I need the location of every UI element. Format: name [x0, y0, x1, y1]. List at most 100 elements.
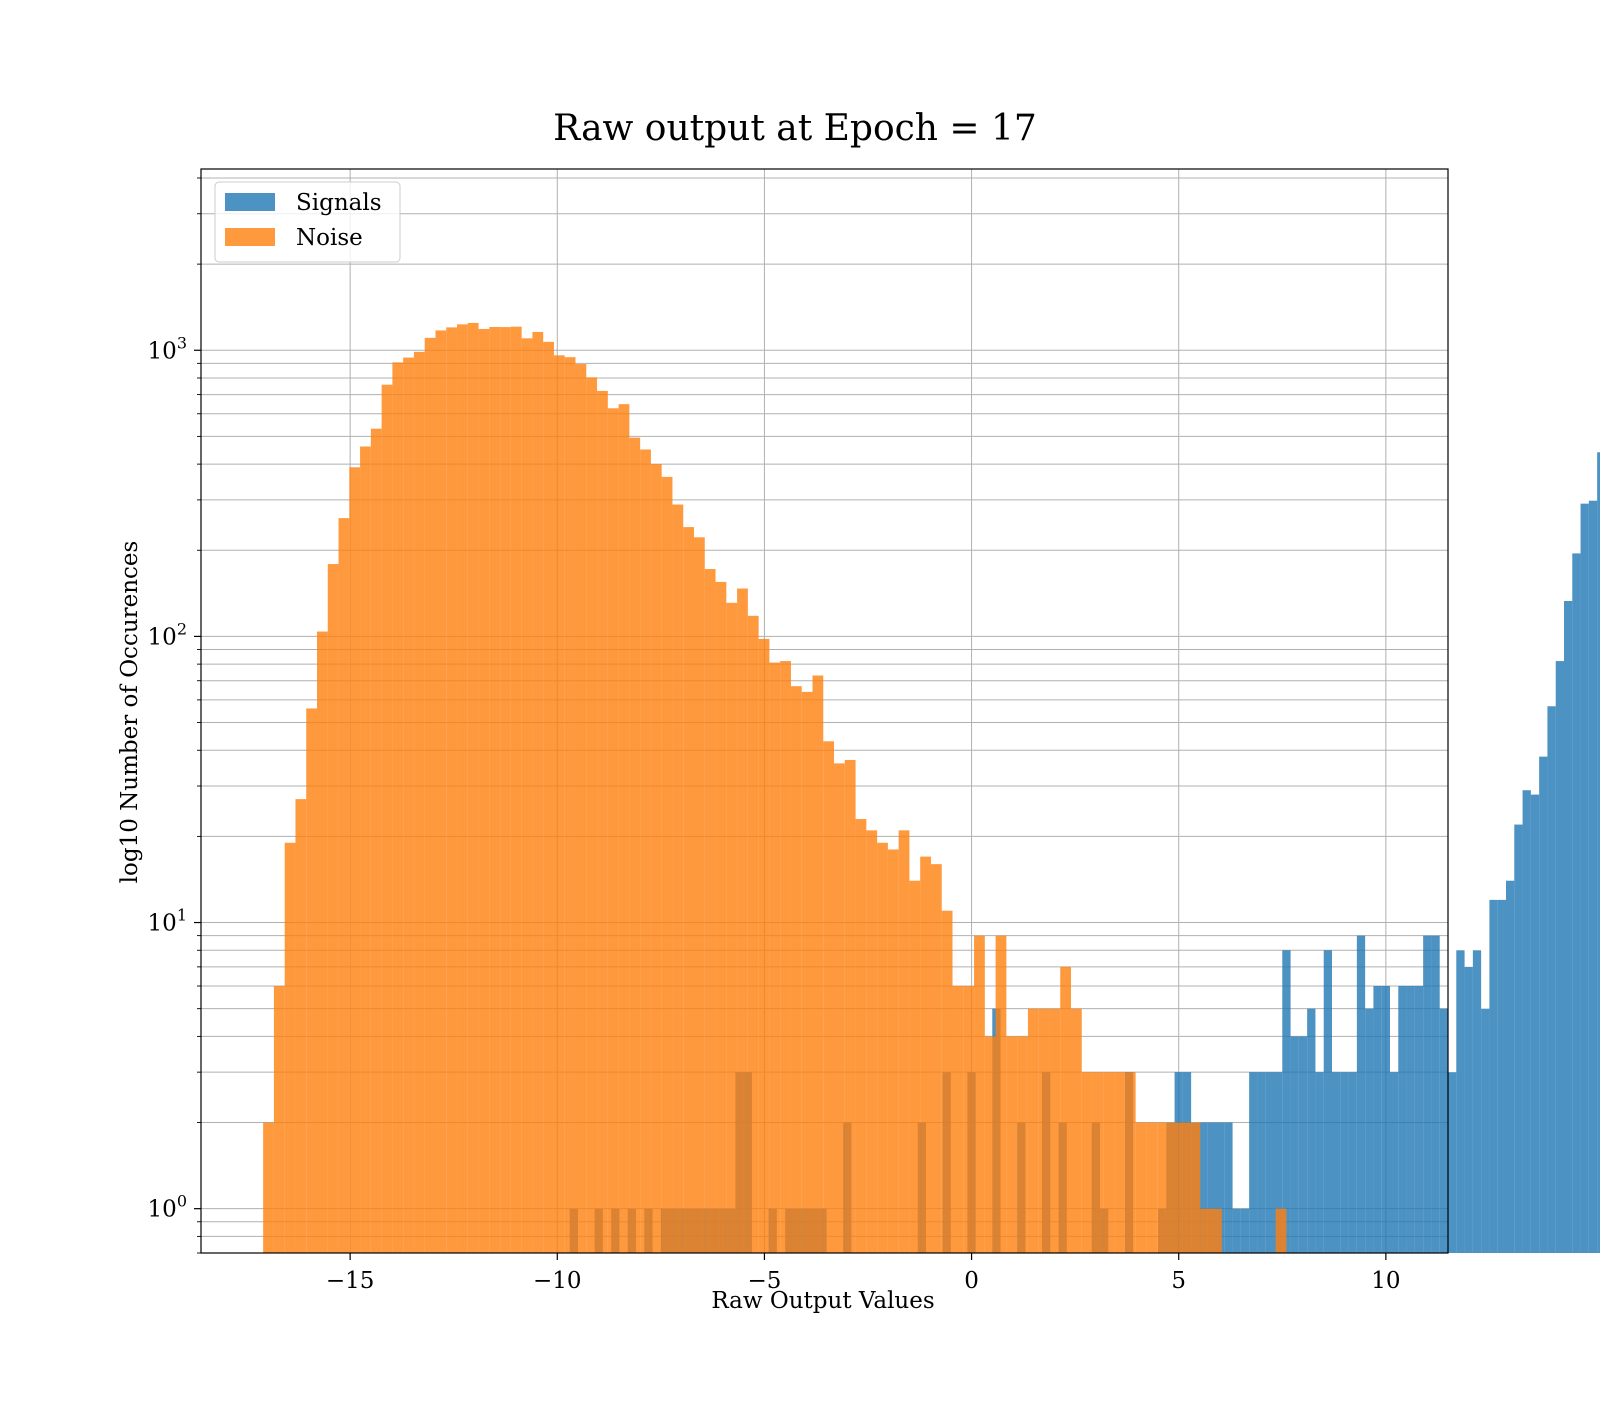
noise-bar — [1081, 1072, 1093, 1253]
noise-bar — [1167, 1122, 1179, 1253]
signal-bar — [1439, 1008, 1448, 1253]
y-axis-label: log10 Number of Occurences — [117, 541, 143, 884]
axis-ticks: −15 −10 −5 0 5 10 100 101 102 103 — [148, 177, 1400, 1294]
y-tick-label: 103 — [148, 333, 187, 364]
noise-bar — [704, 569, 716, 1253]
noise-bar — [295, 799, 307, 1253]
signal-bar — [1315, 1072, 1324, 1253]
legend-swatch — [225, 193, 275, 211]
noise-bar — [510, 326, 522, 1253]
x-tick-label: −15 — [326, 1268, 375, 1294]
signal-bar — [1572, 553, 1581, 1253]
x-tick-label: −5 — [747, 1268, 781, 1294]
noise-bar — [381, 384, 393, 1253]
noise-bar — [500, 327, 511, 1253]
noise-bar — [629, 437, 641, 1253]
noise-bar — [866, 830, 878, 1253]
noise-bar — [1157, 1122, 1168, 1253]
signal-bar — [1240, 1208, 1250, 1253]
noise-bar — [758, 638, 770, 1253]
noise-bar — [284, 842, 296, 1253]
noise-bar — [963, 986, 975, 1253]
noise-bar — [564, 357, 576, 1253]
x-tick-label: 0 — [964, 1268, 979, 1294]
noise-bar — [575, 364, 587, 1253]
noise-bar — [1060, 966, 1071, 1253]
signal-bar — [1381, 986, 1390, 1253]
noise-bar — [478, 328, 490, 1254]
signal-bar — [1348, 1072, 1357, 1253]
noise-bar — [812, 675, 824, 1253]
signal-bar — [1431, 935, 1440, 1253]
noise-bar — [995, 935, 1007, 1253]
signal-bar — [1597, 452, 1600, 1253]
signal-bar — [1232, 1208, 1241, 1253]
noise-bar — [855, 819, 867, 1253]
noise-bar — [532, 331, 544, 1253]
noise-bar — [1071, 1008, 1082, 1253]
noise-bar — [327, 564, 339, 1253]
signal-bar — [1298, 1036, 1308, 1253]
signal-bar — [1199, 1122, 1208, 1253]
signal-bar — [1423, 935, 1432, 1253]
signal-bar — [1290, 1036, 1299, 1253]
signal-bar — [1257, 1072, 1266, 1253]
signal-bar — [1274, 1072, 1283, 1253]
noise-bar — [543, 341, 554, 1253]
noise-bar — [338, 518, 350, 1253]
noise-bar — [909, 880, 921, 1253]
signal-bar — [1340, 1072, 1349, 1253]
legend: Signals Noise — [214, 181, 401, 263]
noise-bar — [1211, 1208, 1222, 1253]
x-axis-label: Raw Output Values — [711, 1288, 934, 1314]
noise-bar — [930, 864, 942, 1253]
noise-bar — [1146, 1122, 1158, 1253]
noise-bar — [467, 322, 479, 1253]
noise-bar — [737, 588, 748, 1253]
noise-bar — [360, 446, 371, 1254]
noise-bar — [672, 504, 684, 1253]
noise-bar — [898, 830, 910, 1253]
noise-bar — [586, 377, 598, 1253]
noise-bar — [941, 910, 953, 1253]
signal-bar — [1356, 935, 1366, 1253]
noise-bar — [1124, 1072, 1136, 1253]
noise-bar — [1092, 1072, 1104, 1253]
signal-bar — [1530, 794, 1540, 1253]
signal-bar — [1539, 756, 1548, 1253]
noise-bar — [446, 327, 458, 1253]
noise-bar — [769, 662, 781, 1253]
signal-bar — [1265, 1072, 1274, 1253]
noise-bar — [877, 842, 888, 1253]
noise-bar — [553, 355, 565, 1253]
signal-bar — [1390, 1072, 1399, 1253]
signal-bar — [1514, 824, 1523, 1253]
y-tick-label: 101 — [148, 906, 187, 937]
noise-bar — [1103, 1072, 1115, 1253]
noise-bar — [424, 337, 436, 1253]
x-tick-label: 10 — [1371, 1268, 1400, 1294]
legend-label: Signals — [296, 190, 382, 216]
noise-bar — [790, 686, 802, 1253]
noise-bar — [844, 759, 856, 1253]
noise-bar — [457, 324, 468, 1253]
signal-bar — [1307, 1008, 1316, 1253]
noise-bar — [1114, 1072, 1125, 1253]
noise-bar — [1049, 1008, 1061, 1253]
signal-bar — [1207, 1122, 1216, 1253]
noise-bar — [489, 326, 501, 1254]
noise-bar — [694, 537, 705, 1253]
noise-bar — [1189, 1122, 1201, 1253]
noise-bar — [1017, 1036, 1028, 1253]
noise-bar — [920, 856, 931, 1253]
noise-bar — [1038, 1008, 1050, 1253]
signal-bar — [1489, 899, 1498, 1253]
noise-bar — [683, 527, 694, 1253]
y-tick-label: 102 — [148, 619, 187, 650]
signal-bar — [1481, 1008, 1490, 1253]
noise-bar — [597, 390, 608, 1254]
noise-bar — [952, 986, 964, 1253]
signal-bar — [1497, 899, 1506, 1253]
noise-bar — [1006, 1036, 1018, 1253]
